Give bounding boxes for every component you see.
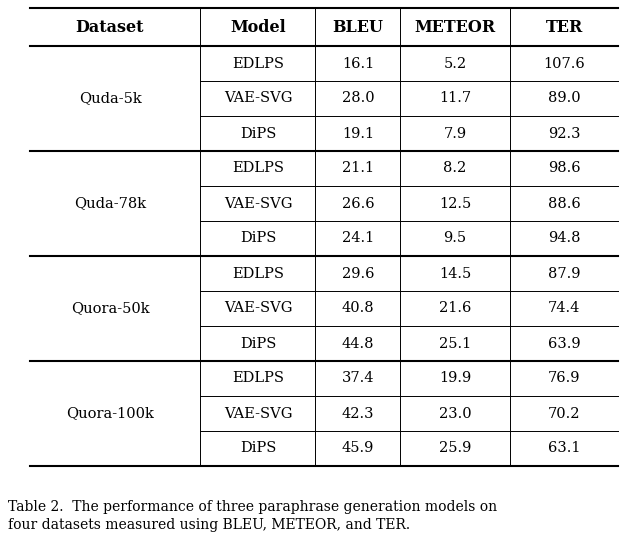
Text: VAE-SVG: VAE-SVG [224, 406, 292, 421]
Text: 37.4: 37.4 [342, 371, 374, 385]
Text: 16.1: 16.1 [342, 56, 374, 71]
Text: DiPS: DiPS [240, 126, 276, 141]
Text: 29.6: 29.6 [342, 267, 374, 280]
Text: Dataset: Dataset [76, 19, 144, 35]
Text: 94.8: 94.8 [548, 231, 580, 246]
Text: VAE-SVG: VAE-SVG [224, 301, 292, 316]
Text: 76.9: 76.9 [548, 371, 580, 385]
Text: EDLPS: EDLPS [232, 371, 284, 385]
Text: 14.5: 14.5 [439, 267, 471, 280]
Text: VAE-SVG: VAE-SVG [224, 197, 292, 210]
Text: 63.1: 63.1 [548, 442, 580, 455]
Text: 107.6: 107.6 [543, 56, 585, 71]
Text: VAE-SVG: VAE-SVG [224, 92, 292, 105]
Text: EDLPS: EDLPS [232, 267, 284, 280]
Text: 88.6: 88.6 [548, 197, 580, 210]
Text: Quora-100k: Quora-100k [66, 406, 154, 421]
Text: 45.9: 45.9 [342, 442, 374, 455]
Text: 21.6: 21.6 [439, 301, 471, 316]
Text: TER: TER [545, 19, 582, 35]
Text: EDLPS: EDLPS [232, 162, 284, 176]
Text: 25.9: 25.9 [439, 442, 471, 455]
Text: 21.1: 21.1 [342, 162, 374, 176]
Text: 12.5: 12.5 [439, 197, 471, 210]
Text: METEOR: METEOR [415, 19, 495, 35]
Text: 40.8: 40.8 [342, 301, 374, 316]
Text: DiPS: DiPS [240, 337, 276, 351]
Text: 28.0: 28.0 [342, 92, 374, 105]
Text: 89.0: 89.0 [548, 92, 580, 105]
Text: 23.0: 23.0 [438, 406, 471, 421]
Text: 9.5: 9.5 [444, 231, 467, 246]
Text: Quda-5k: Quda-5k [79, 92, 141, 105]
Text: 42.3: 42.3 [342, 406, 374, 421]
Text: 11.7: 11.7 [439, 92, 471, 105]
Text: DiPS: DiPS [240, 442, 276, 455]
Text: 87.9: 87.9 [548, 267, 580, 280]
Text: Quora-50k: Quora-50k [70, 301, 149, 316]
Text: 92.3: 92.3 [548, 126, 580, 141]
Text: 26.6: 26.6 [342, 197, 374, 210]
Text: four datasets measured using BLEU, METEOR, and TER.: four datasets measured using BLEU, METEO… [8, 518, 410, 532]
Text: 63.9: 63.9 [548, 337, 580, 351]
Text: EDLPS: EDLPS [232, 56, 284, 71]
Text: Table 2.  The performance of three paraphrase generation models on: Table 2. The performance of three paraph… [8, 500, 497, 514]
Text: DiPS: DiPS [240, 231, 276, 246]
Text: Quda-78k: Quda-78k [74, 197, 146, 210]
Text: 98.6: 98.6 [548, 162, 580, 176]
Text: 25.1: 25.1 [439, 337, 471, 351]
Text: BLEU: BLEU [333, 19, 383, 35]
Text: 19.9: 19.9 [439, 371, 471, 385]
Text: Model: Model [230, 19, 286, 35]
Text: 5.2: 5.2 [444, 56, 467, 71]
Text: 7.9: 7.9 [444, 126, 467, 141]
Text: 19.1: 19.1 [342, 126, 374, 141]
Text: 8.2: 8.2 [444, 162, 467, 176]
Text: 74.4: 74.4 [548, 301, 580, 316]
Text: 44.8: 44.8 [342, 337, 374, 351]
Text: 70.2: 70.2 [548, 406, 580, 421]
Text: 24.1: 24.1 [342, 231, 374, 246]
